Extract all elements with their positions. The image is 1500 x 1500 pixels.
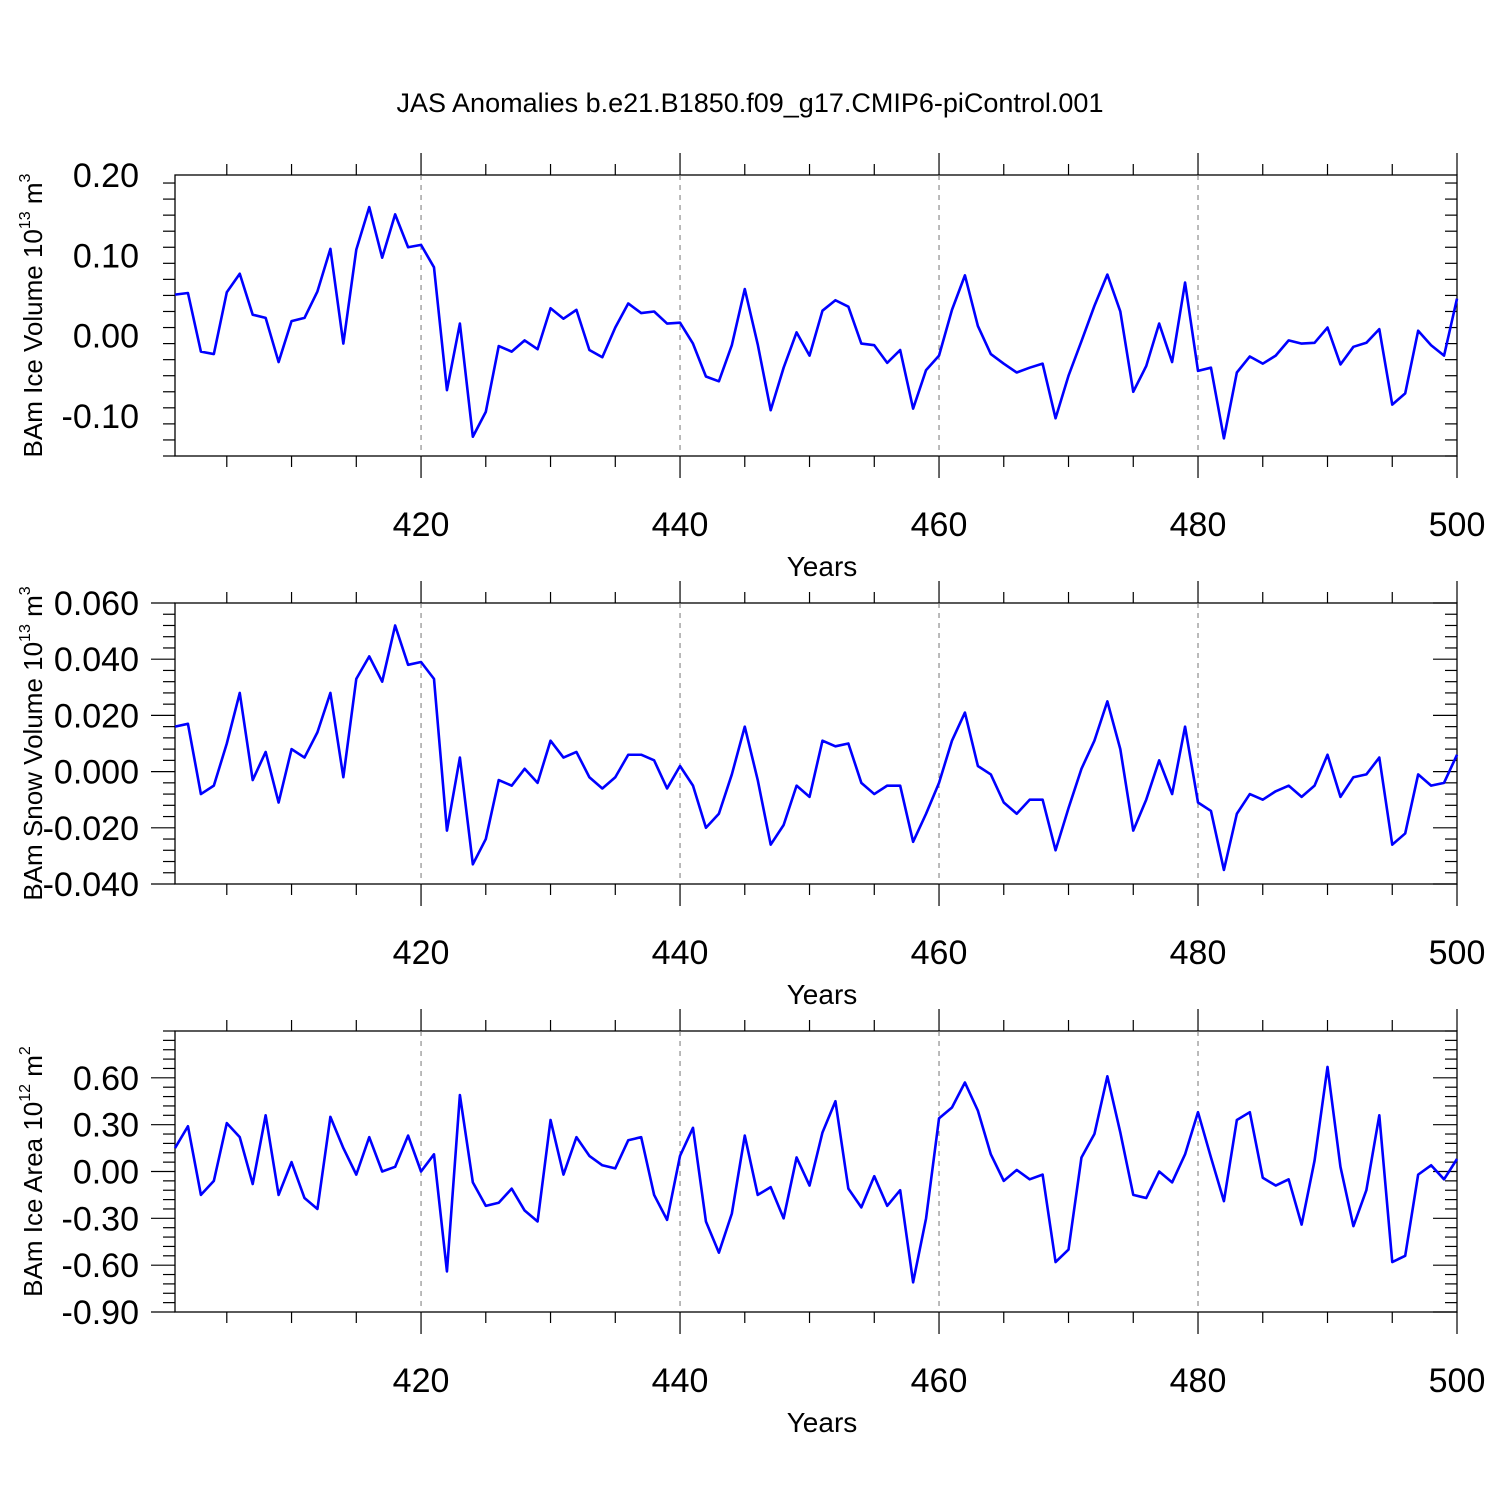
plot-frame	[174, 1030, 1458, 1313]
x-tick-label: 440	[652, 934, 709, 972]
y-tick-label: 0.040	[54, 641, 139, 679]
y-tick-label: -0.30	[62, 1200, 140, 1238]
x-tick-label: 500	[1429, 1362, 1486, 1400]
x-axis-label: Years	[787, 551, 858, 582]
series-points	[174, 625, 1458, 871]
y-label-unit-exponent: 3	[17, 173, 34, 182]
y-tick-label: 0.30	[73, 1107, 139, 1145]
x-tick-label: 420	[393, 934, 450, 972]
y-label-main: BAm Snow Volume 10	[18, 642, 48, 901]
y-tick-label: 0.00	[73, 318, 139, 356]
y-label-main: BAm Ice Volume 10	[18, 229, 48, 457]
y-label-unit-exponent: 3	[17, 586, 34, 595]
x-tick-label: 460	[911, 1362, 968, 1400]
plot-frame	[174, 174, 1458, 457]
y-tick-label: -0.60	[62, 1247, 140, 1285]
y-label-exponent: 12	[17, 1084, 34, 1102]
panel-3: 420 440 460 480 500 Years -0.90 -0.60 -0.30 0.00 0…	[17, 1009, 1485, 1438]
chart-title: JAS Anomalies b.e21.B1850.f09_g17.CMIP6-…	[397, 88, 1104, 118]
y-tick-label: 0.020	[54, 697, 139, 735]
y-tick-label: -0.10	[62, 398, 140, 436]
x-tick-label: 480	[1170, 934, 1227, 972]
y-tick-label: 0.00	[73, 1154, 139, 1192]
x-tick-label: 440	[652, 1362, 709, 1400]
y-tick-label: 0.10	[73, 237, 139, 275]
x-tick-label: 480	[1170, 506, 1227, 544]
y-tick-label: 0.60	[73, 1060, 139, 1098]
y-tick-label: -0.90	[62, 1294, 140, 1332]
y-axis-label: BAm Ice Volume 1013 m3	[17, 173, 48, 457]
y-tick-label: 0.060	[54, 585, 139, 623]
series-points	[174, 1066, 1458, 1283]
series-line	[174, 624, 1459, 872]
x-axis-label: Years	[787, 1407, 858, 1438]
series-points	[174, 207, 1458, 439]
y-tick-label: 0.000	[54, 754, 139, 792]
panel-1: 420 440 460 480 500 Years -0.10 0.00 0.10 0.20 BAm…	[17, 153, 1485, 582]
panels-group: 420 440 460 480 500 Years -0.10 0.00 0.10 0.20 BAm…	[17, 153, 1485, 1438]
panel-2: 420 440 460 480 500 Years -0.040 -0.020 0.000 0.0…	[17, 581, 1485, 1010]
x-axis-label: Years	[787, 979, 858, 1010]
x-tick-label: 420	[393, 506, 450, 544]
y-label-unit: m	[18, 1055, 48, 1084]
x-tick-label: 500	[1429, 934, 1486, 972]
y-label-unit: m	[18, 182, 48, 211]
y-tick-label: -0.020	[43, 810, 139, 848]
y-tick-label: -0.040	[43, 866, 139, 904]
x-tick-label: 420	[393, 1362, 450, 1400]
y-label-exponent: 13	[17, 211, 34, 229]
y-label-main: BAm Ice Area 10	[18, 1102, 48, 1297]
plot-frame	[174, 602, 1458, 885]
x-tick-label: 460	[911, 934, 968, 972]
x-tick-label: 480	[1170, 1362, 1227, 1400]
y-label-unit: m	[18, 595, 48, 624]
y-label-exponent: 13	[17, 624, 34, 642]
y-axis-label: BAm Ice Area 1012 m2	[17, 1046, 48, 1297]
series-line	[174, 205, 1459, 440]
y-label-unit-exponent: 2	[17, 1046, 34, 1055]
y-tick-label: 0.20	[73, 157, 139, 195]
x-tick-label: 500	[1429, 506, 1486, 544]
y-axis-label: BAm Snow Volume 1013 m3	[17, 586, 48, 900]
x-tick-label: 440	[652, 506, 709, 544]
x-tick-label: 460	[911, 506, 968, 544]
series-line	[173, 1065, 1459, 1284]
